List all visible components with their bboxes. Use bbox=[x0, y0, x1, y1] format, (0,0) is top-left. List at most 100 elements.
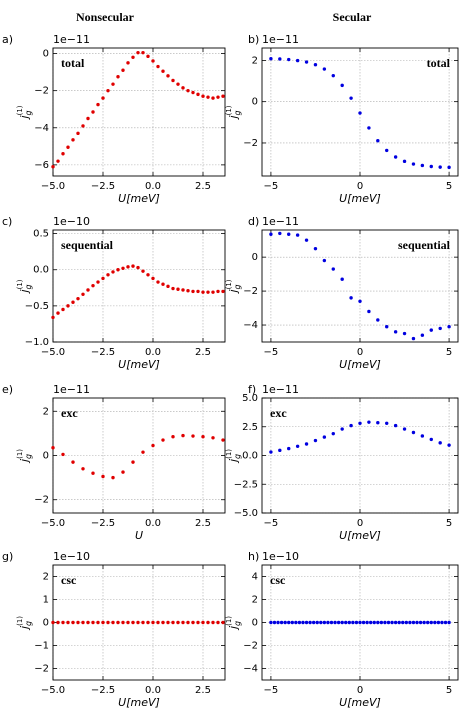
data-point bbox=[161, 620, 165, 625]
offset-text: 1e−10 bbox=[53, 215, 90, 228]
panel-label: f) bbox=[248, 383, 256, 396]
data-point bbox=[411, 162, 416, 166]
x-tick-label: −5.0 bbox=[41, 518, 65, 529]
data-point bbox=[336, 620, 341, 625]
offset-text: 1e−11 bbox=[53, 383, 90, 396]
data-point bbox=[146, 273, 150, 277]
y-label-base: j bbox=[18, 115, 31, 121]
data-point bbox=[201, 94, 205, 98]
y-tick-label: 0 bbox=[252, 252, 258, 263]
x-tick-label: −5 bbox=[264, 181, 279, 192]
data-point bbox=[126, 61, 130, 65]
y-label-sub: g bbox=[233, 454, 242, 459]
data-point bbox=[81, 467, 85, 471]
y-tick-label: −6 bbox=[34, 160, 49, 171]
data-point bbox=[331, 267, 335, 271]
data-point bbox=[365, 620, 369, 625]
data-point bbox=[393, 620, 398, 625]
data-point bbox=[121, 68, 125, 72]
y-axis-label: jg(1) bbox=[16, 616, 33, 631]
data-point bbox=[340, 620, 344, 625]
data-point bbox=[287, 446, 291, 451]
data-point bbox=[322, 620, 327, 625]
y-tick-label: 4 bbox=[252, 572, 258, 583]
y-label-sub: g bbox=[24, 284, 33, 289]
data-point bbox=[106, 620, 110, 625]
data-point bbox=[111, 620, 115, 625]
data-point bbox=[131, 55, 135, 59]
data-point bbox=[415, 620, 419, 625]
axes-frame bbox=[261, 564, 459, 681]
y-label-sup: (1) bbox=[16, 449, 24, 459]
data-point bbox=[181, 620, 185, 625]
data-point bbox=[221, 438, 225, 442]
x-tick-label: 0.0 bbox=[145, 181, 161, 192]
data-point bbox=[56, 620, 60, 625]
x-tick-label: 0.0 bbox=[145, 518, 161, 529]
x-tick-label: −5 bbox=[264, 347, 279, 358]
annotation: sequential bbox=[61, 238, 114, 252]
data-point bbox=[51, 620, 55, 625]
data-point bbox=[447, 443, 451, 447]
data-point bbox=[393, 330, 398, 334]
annotation: total bbox=[427, 56, 451, 70]
data-point bbox=[71, 300, 75, 304]
data-point bbox=[91, 471, 95, 475]
data-point bbox=[402, 331, 407, 336]
data-point bbox=[349, 96, 353, 100]
x-tick-label: −5.0 bbox=[41, 181, 65, 192]
axes-frame bbox=[261, 47, 459, 177]
x-tick-label: 5 bbox=[446, 347, 452, 358]
data-point bbox=[438, 441, 442, 445]
x-axis-label: U[meV] bbox=[339, 696, 381, 709]
x-axis-label: U[meV] bbox=[118, 358, 160, 371]
data-point bbox=[315, 620, 319, 625]
data-point bbox=[81, 124, 85, 128]
data-point bbox=[151, 276, 155, 281]
y-tick-label: 2 bbox=[252, 595, 258, 606]
annotation: csc bbox=[270, 573, 286, 587]
y-tick-label: 0 bbox=[252, 618, 258, 629]
y-tick-label: 0 bbox=[43, 618, 49, 629]
panel-label: b) bbox=[248, 33, 259, 46]
data-point bbox=[56, 311, 60, 315]
data-point bbox=[349, 423, 353, 428]
data-point bbox=[295, 233, 300, 237]
data-point bbox=[116, 75, 120, 79]
data-point bbox=[322, 67, 327, 71]
y-tick-label: 0.5 bbox=[33, 229, 49, 240]
data-point bbox=[429, 620, 433, 625]
x-tick-label: −2.5 bbox=[91, 518, 115, 529]
y-tick-label: 0.0 bbox=[33, 265, 49, 276]
data-point bbox=[171, 78, 175, 83]
y-tick-label: 0 bbox=[43, 451, 49, 462]
data-point bbox=[121, 620, 125, 625]
x-tick-label: 2.5 bbox=[195, 518, 211, 529]
y-tick-label: 5.0 bbox=[242, 393, 258, 404]
x-tick-label: −5 bbox=[264, 518, 279, 529]
data-point bbox=[404, 620, 409, 625]
y-label-sub: g bbox=[233, 621, 242, 626]
data-point bbox=[131, 460, 135, 464]
data-point bbox=[206, 95, 210, 99]
y-tick-label: −0.5 bbox=[25, 301, 49, 312]
data-point bbox=[376, 318, 380, 322]
data-point bbox=[196, 620, 200, 625]
data-point bbox=[443, 620, 448, 625]
y-label-sub: g bbox=[233, 284, 242, 289]
data-point bbox=[272, 620, 277, 625]
data-point bbox=[402, 427, 407, 431]
x-axis-label: U[meV] bbox=[118, 192, 160, 205]
data-point bbox=[161, 282, 165, 286]
data-point bbox=[71, 620, 75, 625]
x-tick-label: 0 bbox=[357, 347, 363, 358]
y-label-sub: g bbox=[24, 110, 33, 115]
panel-label: g) bbox=[2, 550, 13, 563]
y-label-base: j bbox=[227, 115, 240, 121]
data-point bbox=[86, 620, 90, 625]
data-point bbox=[287, 620, 291, 625]
data-point bbox=[186, 620, 190, 625]
data-point bbox=[181, 86, 185, 90]
y-label-base: j bbox=[227, 289, 240, 295]
data-point bbox=[136, 50, 140, 55]
